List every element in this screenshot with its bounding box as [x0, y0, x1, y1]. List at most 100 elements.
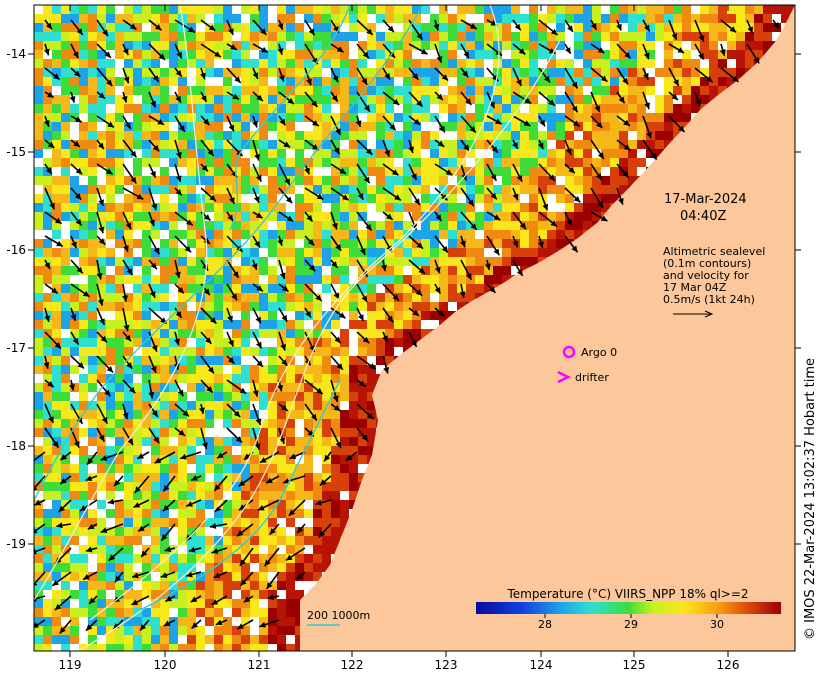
- sst-cell: [700, 41, 709, 50]
- sst-cell: [484, 284, 493, 293]
- velocity-arrow: [265, 475, 280, 484]
- sst-cell: [394, 221, 403, 230]
- sst-cell: [358, 428, 367, 437]
- sst-cell: [151, 374, 160, 383]
- sst-cell: [331, 509, 340, 518]
- sst-cell: [232, 41, 241, 50]
- sst-cell: [97, 104, 106, 113]
- velocity-arrow: [668, 115, 686, 133]
- sst-cell: [475, 113, 484, 122]
- sst-cell: [214, 167, 223, 176]
- sst-cell: [52, 626, 61, 635]
- velocity-arrow: [355, 115, 362, 128]
- sst-cell: [520, 122, 529, 131]
- sst-cell: [151, 113, 160, 122]
- sst-cell: [403, 104, 412, 113]
- sst-cell: [43, 608, 52, 617]
- velocity-arrow: [408, 91, 424, 108]
- sst-cell: [250, 590, 259, 599]
- sst-cell: [250, 23, 259, 32]
- sst-cell: [385, 158, 394, 167]
- sst-cell: [403, 131, 412, 140]
- sst-cell: [205, 581, 214, 590]
- sst-cell: [178, 536, 187, 545]
- sst-cell: [160, 617, 169, 626]
- velocity-arrow: [434, 43, 443, 63]
- sst-cell: [259, 203, 268, 212]
- velocity-arrow: [174, 19, 196, 34]
- sst-cell: [349, 32, 358, 41]
- sst-cell: [205, 167, 214, 176]
- sst-cell: [556, 32, 565, 41]
- sst-cell: [574, 158, 583, 167]
- sst-cell: [187, 140, 196, 149]
- sst-cell: [133, 527, 142, 536]
- sst-cell: [349, 212, 358, 221]
- sst-cell: [412, 176, 421, 185]
- sst-cell: [412, 140, 421, 149]
- sst-cell: [718, 23, 727, 32]
- sst-cell: [349, 311, 358, 320]
- sst-cell: [304, 293, 313, 302]
- sst-cell: [34, 167, 43, 176]
- sst-cell: [547, 77, 556, 86]
- sst-cell: [259, 437, 268, 446]
- velocity-arrow: [356, 427, 369, 442]
- land-area: [300, 5, 795, 651]
- sst-cell: [340, 500, 349, 509]
- sst-cell: [277, 140, 286, 149]
- sst-cell: [583, 77, 592, 86]
- sst-cell: [241, 572, 250, 581]
- sst-cell: [592, 176, 601, 185]
- velocity-arrow: [148, 403, 159, 418]
- sst-cell: [520, 86, 529, 95]
- sst-cell: [124, 392, 133, 401]
- sst-cell: [349, 500, 358, 509]
- sst-cell: [241, 455, 250, 464]
- sst-cell: [466, 194, 475, 203]
- sst-cell: [457, 167, 466, 176]
- sst-cell: [115, 338, 124, 347]
- sst-cell: [169, 626, 178, 635]
- sst-cell: [529, 221, 538, 230]
- velocity-arrow: [318, 523, 332, 538]
- sst-cell: [124, 41, 133, 50]
- sst-cell: [601, 140, 610, 149]
- velocity-arrow: [200, 19, 216, 32]
- sst-cell: [313, 140, 322, 149]
- sst-cell: [772, 23, 781, 32]
- sst-cell: [142, 86, 151, 95]
- sst-cell: [304, 5, 313, 14]
- sst-cell: [529, 95, 538, 104]
- sst-cell: [88, 383, 97, 392]
- sst-cell: [169, 239, 178, 248]
- sst-cell: [340, 32, 349, 41]
- sst-cell: [106, 257, 115, 266]
- velocity-arrow: [140, 547, 150, 558]
- sst-cell: [592, 23, 601, 32]
- sst-cell: [619, 185, 628, 194]
- sst-cell: [286, 86, 295, 95]
- sst-cell: [628, 5, 637, 14]
- sst-cell: [232, 509, 241, 518]
- sst-cell: [475, 86, 484, 95]
- sst-cell: [142, 464, 151, 473]
- sst-cell: [277, 284, 286, 293]
- sst-cell: [115, 41, 124, 50]
- velocity-arrow: [148, 139, 160, 152]
- sst-cell: [484, 95, 493, 104]
- sst-cell: [394, 248, 403, 257]
- sst-cell: [61, 365, 70, 374]
- sst-cell: [313, 563, 322, 572]
- sst-cell: [88, 41, 97, 50]
- sst-cell: [43, 563, 52, 572]
- sst-cell: [268, 122, 277, 131]
- sst-cell: [133, 473, 142, 482]
- sst-cell: [403, 5, 412, 14]
- sst-cell: [205, 104, 214, 113]
- sst-cell: [259, 167, 268, 176]
- velocity-arrow: [252, 43, 269, 54]
- sst-cell: [223, 563, 232, 572]
- sst-cell: [637, 68, 646, 77]
- sst-cell: [169, 230, 178, 239]
